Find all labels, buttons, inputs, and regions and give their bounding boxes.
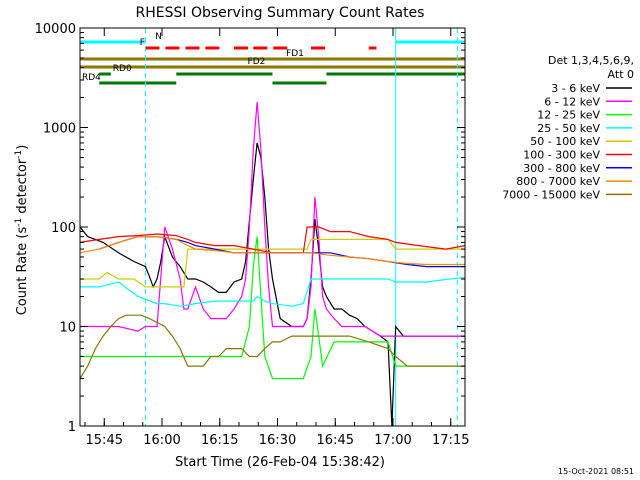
date-stamp: 15-Oct-2021 08:51 bbox=[558, 467, 634, 476]
flag-rd0-label: RD0 bbox=[113, 64, 132, 74]
legend-label-6: 300 - 800 keV bbox=[523, 162, 600, 175]
series-line-0 bbox=[79, 142, 465, 427]
y-tick-label-1: 10 bbox=[59, 321, 76, 336]
legend-title: Det 1,3,4,5,6,9, bbox=[548, 54, 634, 67]
legend-label-8: 7000 - 15000 keV bbox=[502, 188, 600, 201]
legend-subtitle: Att 0 bbox=[608, 68, 634, 81]
legend-label-2: 12 - 25 keV bbox=[537, 109, 600, 122]
x-tick-label-0: 15:45 bbox=[86, 433, 123, 448]
flag-fd1-label: FD1 bbox=[286, 49, 304, 59]
x-tick-label-4: 16:45 bbox=[317, 433, 354, 448]
legend-label-7: 800 - 7000 keV bbox=[516, 175, 600, 188]
y-tick-label-3: 1000 bbox=[43, 122, 76, 137]
series-line-8 bbox=[79, 314, 465, 379]
x-tick-label-6: 17:15 bbox=[432, 433, 469, 448]
flag-bars: NF FD1 FD2 RD0 RD4 bbox=[80, 32, 465, 85]
flag-n-label: N bbox=[155, 32, 162, 42]
series-line-1 bbox=[80, 102, 465, 337]
x-tick-label-3: 16:30 bbox=[259, 433, 296, 448]
legend-label-1: 6 - 12 keV bbox=[544, 95, 600, 108]
y-tick-label-2: 100 bbox=[51, 221, 76, 236]
chart-title: RHESSI Observing Summary Count Rates bbox=[136, 5, 425, 21]
series-line-4 bbox=[80, 238, 465, 288]
x-tick-label-1: 16:00 bbox=[143, 433, 180, 448]
legend-label-5: 100 - 300 keV bbox=[523, 149, 600, 162]
y-axis-ticks: 1 10 100 1000 10000 bbox=[35, 22, 465, 435]
flag-rd4-label: RD4 bbox=[82, 73, 101, 83]
series-line-6 bbox=[99, 236, 465, 268]
x-tick-label-2: 16:15 bbox=[201, 433, 238, 448]
x-axis-ticks: 15:45 16:00 16:15 16:30 16:45 17:00 17:15 bbox=[84, 28, 469, 448]
legend-label-4: 50 - 100 keV bbox=[530, 135, 600, 148]
legend-label-0: 3 - 6 keV bbox=[551, 82, 600, 95]
y-tick-label-4: 10000 bbox=[35, 22, 76, 37]
legend-label-3: 25 - 50 keV bbox=[537, 122, 600, 135]
flag-fd2-label: FD2 bbox=[248, 57, 266, 67]
series-lines bbox=[79, 102, 466, 427]
series-line-2 bbox=[80, 236, 465, 380]
flag-f-label: F bbox=[140, 38, 145, 48]
series-line-3 bbox=[80, 277, 466, 307]
y-axis-label: Count Rate (s-1 detector-1) bbox=[14, 145, 30, 316]
x-tick-label-5: 17:00 bbox=[374, 433, 411, 448]
series-line-7 bbox=[79, 236, 465, 266]
x-axis-label: Start Time (26-Feb-04 15:38:42) bbox=[175, 455, 385, 470]
y-tick-label-0: 1 bbox=[68, 420, 76, 435]
